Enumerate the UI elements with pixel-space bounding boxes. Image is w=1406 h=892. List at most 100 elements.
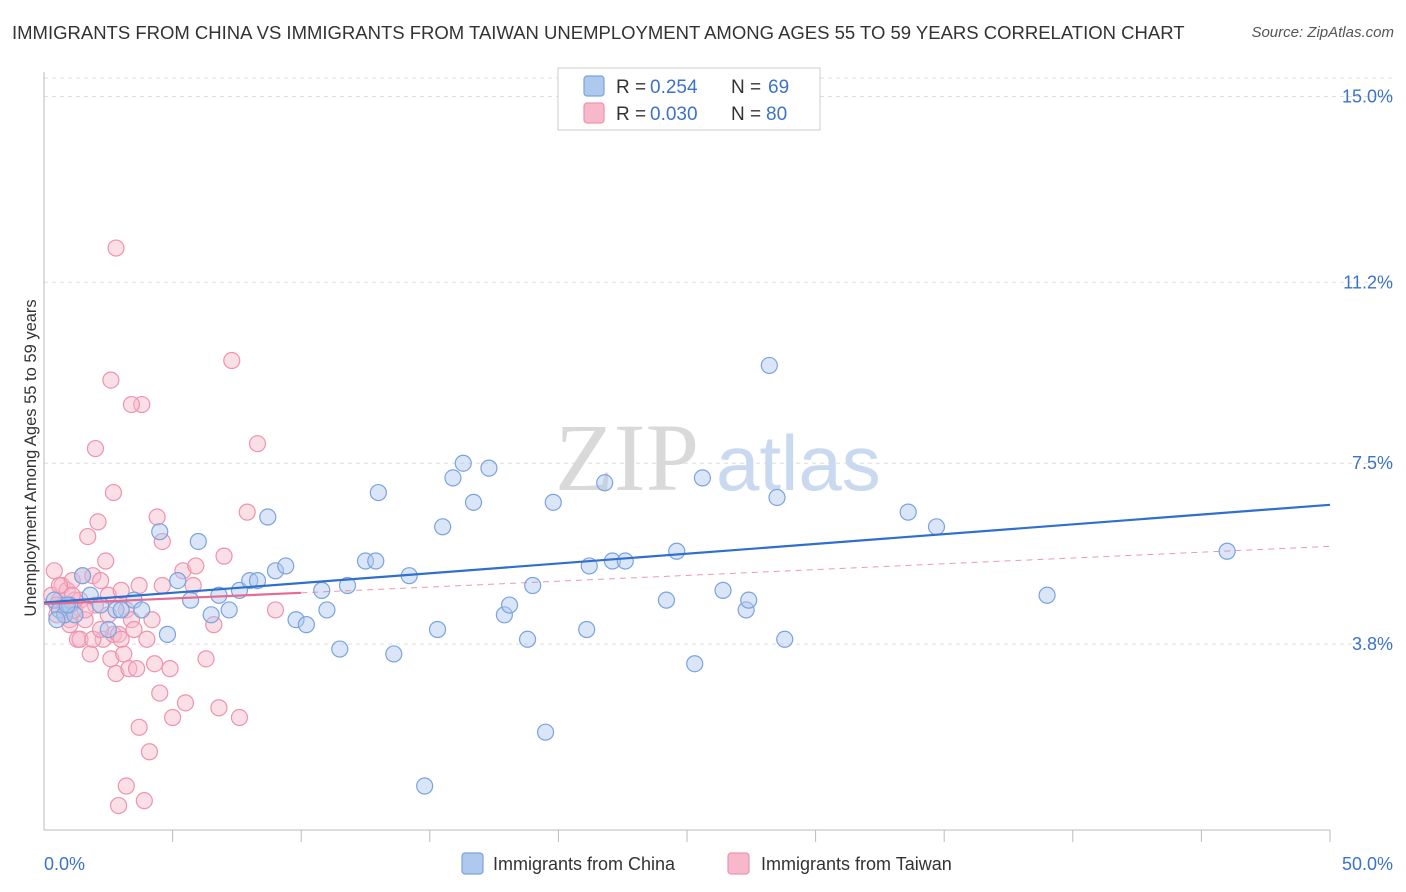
y-tick-label-0: 3.8%: [1352, 634, 1393, 654]
china-point-66: [776, 630, 794, 648]
taiwan-point-19: [91, 571, 110, 590]
legend-china-r-label: R =: [616, 77, 646, 98]
china-point-42: [434, 518, 452, 536]
x-tick-label-max: 50.0%: [1342, 854, 1393, 874]
taiwan-point-72: [112, 630, 130, 648]
taiwan-point-58: [86, 439, 105, 458]
china-point-12: [112, 601, 130, 619]
china-point-32: [318, 601, 336, 619]
china-point-60: [686, 655, 704, 673]
watermark-atlas: atlas: [716, 419, 881, 507]
legend-taiwan-n-value: 80: [766, 104, 787, 125]
china-point-41: [428, 620, 447, 639]
china-point-17: [169, 571, 187, 590]
y-tick-label-2: 11.2%: [1343, 272, 1393, 292]
china-point-27: [266, 562, 285, 580]
taiwan-point-57: [104, 483, 123, 502]
taiwan-point-50: [210, 699, 228, 717]
legend-taiwan-n-label: N =: [731, 104, 761, 125]
china-point-31: [313, 581, 331, 599]
china-point-47: [495, 606, 513, 624]
china-point-57: [616, 552, 634, 570]
china-point-55: [596, 474, 614, 492]
china-point-62: [714, 581, 732, 599]
trend-lines: [43, 503, 1331, 606]
china-point-67: [899, 503, 917, 521]
taiwan-point-21: [97, 552, 115, 570]
taiwan-point-54: [238, 503, 256, 521]
taiwan-point-64: [122, 395, 141, 414]
taiwan-point-48: [197, 650, 215, 668]
china-point-44: [454, 454, 472, 472]
taiwan-point-44: [164, 708, 182, 727]
taiwan-point-25: [107, 664, 125, 683]
legend-china-n-value: 69: [768, 77, 789, 98]
china-point-34: [338, 576, 357, 595]
taiwan-point-42: [153, 532, 171, 551]
bottom-legend-taiwan-label: Immigrants from Taiwan: [761, 854, 952, 874]
taiwan-trend-line: [43, 591, 302, 606]
china-point-63: [737, 601, 755, 619]
china-point-45: [464, 493, 483, 511]
taiwan-point-46: [176, 694, 195, 712]
series-china-points: [45, 356, 1236, 795]
china-point-7: [73, 567, 92, 585]
china-point-19: [189, 532, 207, 551]
taiwan-point-49: [205, 616, 223, 634]
taiwan-point-8: [63, 571, 81, 590]
taiwan-point-26: [109, 625, 128, 643]
china-point-48: [500, 596, 519, 614]
y-tick-label-3: 15.0%: [1342, 86, 1393, 106]
china-point-22: [220, 601, 238, 619]
china-point-14: [133, 601, 151, 619]
taiwan-point-1: [45, 562, 63, 580]
taiwan-point-52: [223, 351, 241, 370]
china-point-38: [385, 645, 403, 663]
china-point-46: [480, 459, 498, 477]
china-point-68: [927, 518, 946, 536]
taiwan-point-28: [115, 645, 133, 663]
china-point-26: [259, 508, 277, 526]
china-point-52: [544, 493, 562, 511]
taiwan-point-63: [71, 630, 89, 648]
china-point-33: [331, 640, 349, 658]
china-point-30: [297, 616, 315, 634]
x-axis-ticks: [172, 830, 1331, 842]
china-point-69: [1038, 586, 1056, 604]
china-point-25: [248, 571, 267, 590]
taiwan-point-59: [102, 371, 120, 389]
bottom-legend: Immigrants from China Immigrants from Ta…: [461, 852, 952, 875]
taiwan-point-73: [153, 576, 171, 595]
taiwan-point-40: [148, 508, 166, 526]
taiwan-point-27: [112, 581, 130, 599]
legend-taiwan-r-value: 0.030: [650, 104, 698, 125]
legend-taiwan-swatch: [583, 102, 605, 124]
legend-china-swatch: [583, 75, 605, 97]
taiwan-point-37: [138, 630, 156, 648]
china-point-4: [48, 611, 66, 629]
china-point-28: [277, 557, 295, 575]
taiwan-point-32: [125, 620, 143, 639]
taiwan-point-61: [117, 777, 135, 795]
taiwan-point-45: [174, 562, 192, 580]
taiwan-point-60: [107, 239, 125, 257]
taiwan-point-38: [140, 743, 159, 761]
taiwan-point-47: [184, 576, 202, 595]
y-tick-labels: 3.8% 7.5% 11.2% 15.0%: [1342, 86, 1393, 654]
taiwan-point-53: [230, 708, 249, 727]
china-point-15: [151, 523, 169, 541]
bottom-legend-taiwan-swatch: [727, 852, 750, 875]
china-point-49: [518, 630, 537, 648]
taiwan-point-62: [109, 796, 128, 815]
taiwan-point-15: [81, 645, 99, 663]
legend-taiwan-r-label: R =: [616, 104, 646, 125]
y-axis-title: Unemployment Among Ages 55 to 59 years: [22, 299, 40, 616]
china-point-53: [578, 620, 596, 639]
taiwan-point-18: [89, 513, 107, 531]
china-point-51: [536, 723, 555, 741]
taiwan-point-51: [215, 547, 233, 565]
china-point-58: [657, 591, 676, 609]
taiwan-point-78: [187, 557, 205, 575]
x-tick-label-min: 0.0%: [44, 854, 85, 874]
